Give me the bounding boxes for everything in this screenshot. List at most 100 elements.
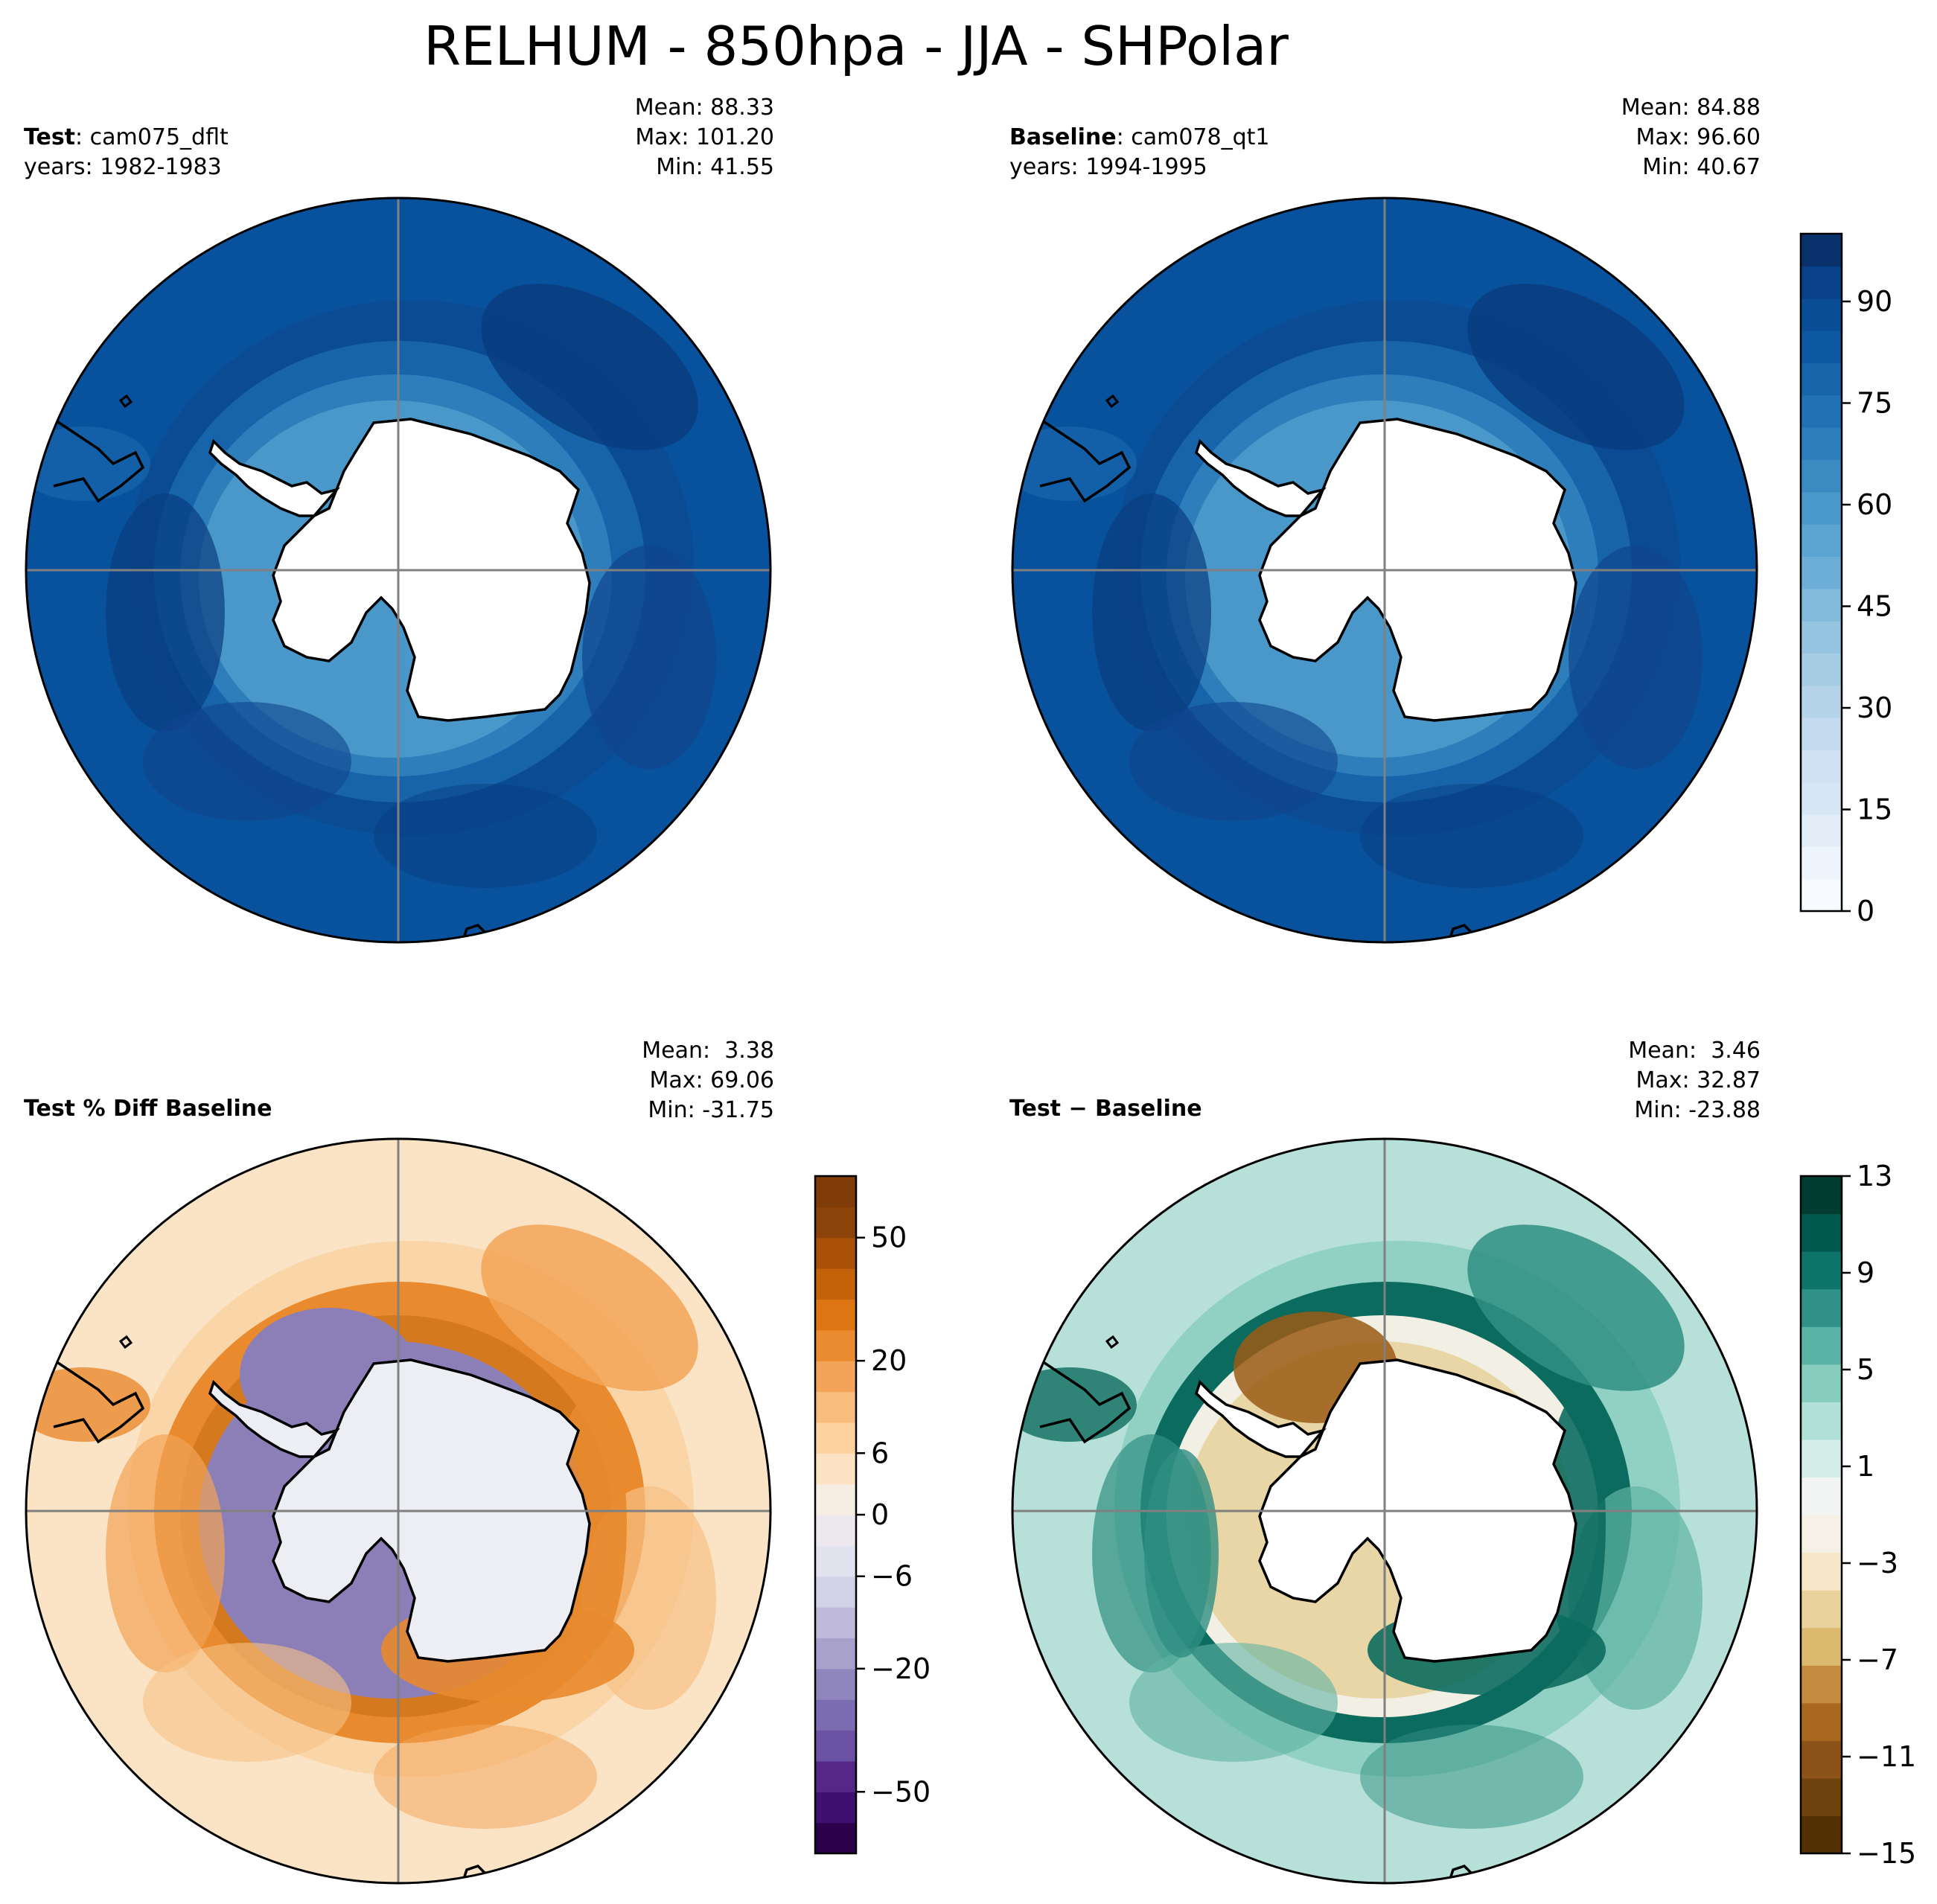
pct-tick-label: 20 bbox=[871, 1344, 907, 1377]
test-polar-map bbox=[25, 197, 772, 944]
pctdiff-label: Test % Diff Baseline bbox=[24, 1094, 272, 1124]
relhum-tick-label: 60 bbox=[1857, 488, 1892, 521]
field-blob bbox=[1012, 427, 1137, 501]
field-blob bbox=[374, 784, 597, 888]
relhum-color-segment bbox=[1801, 459, 1842, 493]
diffbar-color-segment bbox=[1801, 1665, 1842, 1704]
relhum-color-segment bbox=[1801, 556, 1842, 590]
pct-color-segment bbox=[815, 1237, 856, 1269]
relhum-tick-label: 90 bbox=[1857, 285, 1892, 318]
diff-polar-map bbox=[1011, 1137, 1758, 1885]
baseline-label: Baseline: cam078_qt1 years: 1994-1995 bbox=[1009, 123, 1270, 182]
field-layer bbox=[26, 198, 770, 942]
new-zealand-coastline bbox=[462, 1864, 487, 1882]
map-boundary bbox=[1011, 197, 1758, 944]
pctdiff-max: Max: 69.06 bbox=[649, 1067, 774, 1093]
field-blob bbox=[106, 1434, 225, 1673]
diff-min: Min: -23.88 bbox=[1634, 1097, 1761, 1123]
south-america-coastline bbox=[53, 1358, 145, 1444]
falklands-coastline bbox=[1105, 394, 1120, 409]
pct-color-segment bbox=[815, 1545, 856, 1577]
peninsula-mask bbox=[210, 1382, 336, 1457]
diffbar-color-segment bbox=[1801, 1815, 1842, 1854]
map-boundary bbox=[25, 1137, 772, 1885]
relhum-color-segment bbox=[1801, 394, 1842, 428]
pct-color-segment bbox=[815, 1329, 856, 1361]
map-boundary bbox=[25, 197, 772, 944]
field-blob bbox=[1092, 493, 1211, 732]
diffbar-color-segment bbox=[1801, 1515, 1842, 1553]
test-years: years: 1982-1983 bbox=[24, 154, 222, 180]
map-boundary bbox=[1011, 1137, 1758, 1885]
relhum-tick-label: 45 bbox=[1857, 590, 1892, 623]
pct-tick-label: 6 bbox=[871, 1437, 889, 1469]
pct-tick-label: 50 bbox=[871, 1221, 907, 1254]
pct-color-segment bbox=[815, 1699, 856, 1731]
relhum-color-segment bbox=[1801, 588, 1842, 622]
relhum-color-segment bbox=[1801, 621, 1842, 654]
pct-tick-label: −20 bbox=[871, 1652, 931, 1685]
figure-title: RELHUM - 850hpa - JJA - SHPolar bbox=[424, 15, 1289, 77]
pct-color-segment bbox=[815, 1207, 856, 1239]
test-mean: Mean: 88.33 bbox=[634, 95, 774, 121]
pct-color-segment bbox=[815, 1607, 856, 1639]
field-blob bbox=[26, 1367, 150, 1442]
test-label: Test: cam075_dflt years: 1982-1983 bbox=[24, 123, 229, 182]
peninsula-coastline bbox=[1194, 1379, 1327, 1458]
diffbar-color-segment bbox=[1801, 1477, 1842, 1515]
diffbar-tick-label: 13 bbox=[1857, 1160, 1892, 1192]
diffbar-tick-label: 1 bbox=[1857, 1450, 1874, 1483]
falklands-coastline bbox=[118, 394, 133, 409]
pct-color-segment bbox=[815, 1391, 856, 1423]
diff-stats: Mean: 3.46 Max: 32.87 Min: -23.88 bbox=[1628, 1036, 1761, 1125]
baseline-max: Max: 96.60 bbox=[1636, 124, 1761, 150]
peninsula-coastline bbox=[208, 438, 340, 517]
pct-color-segment bbox=[815, 1792, 856, 1824]
diffbar-color-segment bbox=[1801, 1777, 1842, 1817]
diffbar-color-segment bbox=[1801, 1213, 1842, 1252]
pct-color-segment bbox=[815, 1176, 856, 1207]
diffbar-tick-label: −3 bbox=[1857, 1547, 1898, 1579]
field-blob bbox=[1360, 784, 1583, 888]
diffbar-color-segment bbox=[1801, 1288, 1842, 1327]
pct-color-segment bbox=[815, 1668, 856, 1700]
diff-label-bold: Test bbox=[1009, 1096, 1062, 1122]
diffbar-color-segment bbox=[1801, 1552, 1842, 1591]
field-blob bbox=[1467, 284, 1685, 450]
diff-mean: Mean: 3.46 bbox=[1628, 1038, 1761, 1064]
diffbar-color-segment bbox=[1801, 1402, 1842, 1440]
relhum-color-segment bbox=[1801, 846, 1842, 880]
pct-color-segment bbox=[815, 1422, 856, 1454]
test-stats: Mean: 88.33 Max: 101.20 Min: 41.55 bbox=[635, 93, 774, 182]
pctdiff-mean: Mean: 3.38 bbox=[642, 1038, 774, 1064]
pctdiff-colorbar: −50 −20 −6 0 6 20 50 bbox=[814, 1175, 931, 1855]
relhum-color-segment bbox=[1801, 685, 1842, 718]
relhum-color-segment bbox=[1801, 362, 1842, 396]
pct-color-segment bbox=[815, 1730, 856, 1762]
pct-tick-label: −6 bbox=[871, 1560, 913, 1593]
new-zealand-coastline bbox=[462, 923, 487, 941]
baseline-label-bold: Baseline bbox=[1009, 124, 1117, 150]
diff-label: Test − Baseline bbox=[1009, 1094, 1202, 1124]
relhum-color-segment bbox=[1801, 266, 1842, 299]
relhum-tick-label: 75 bbox=[1857, 387, 1892, 420]
south-america-coastline bbox=[1039, 418, 1132, 503]
pct-color-segment bbox=[815, 1299, 856, 1331]
pct-color-segment bbox=[815, 1268, 856, 1300]
test-label-bold: Test bbox=[24, 124, 76, 150]
relhum-color-segment bbox=[1801, 653, 1842, 686]
diffbar-tick-label: −7 bbox=[1857, 1643, 1898, 1676]
pctdiff-min: Min: -31.75 bbox=[648, 1097, 774, 1123]
diffbar-color-segment bbox=[1801, 1627, 1842, 1666]
field-blob bbox=[1129, 1643, 1338, 1762]
peninsula-mask bbox=[210, 441, 336, 516]
relhum-frame bbox=[1799, 232, 1843, 913]
antarctica-coastline bbox=[1258, 418, 1577, 722]
diffbar-color-segment bbox=[1801, 1364, 1842, 1402]
relhum-color-segment bbox=[1801, 782, 1842, 815]
diffbar-tick-label: −15 bbox=[1857, 1837, 1916, 1870]
field-blob bbox=[1129, 702, 1338, 821]
relhum-colorbar: 0 15 30 45 60 75 90 bbox=[1799, 232, 1892, 927]
relhum-color-segment bbox=[1801, 524, 1842, 557]
pctdiff-polar-map bbox=[25, 1137, 772, 1885]
